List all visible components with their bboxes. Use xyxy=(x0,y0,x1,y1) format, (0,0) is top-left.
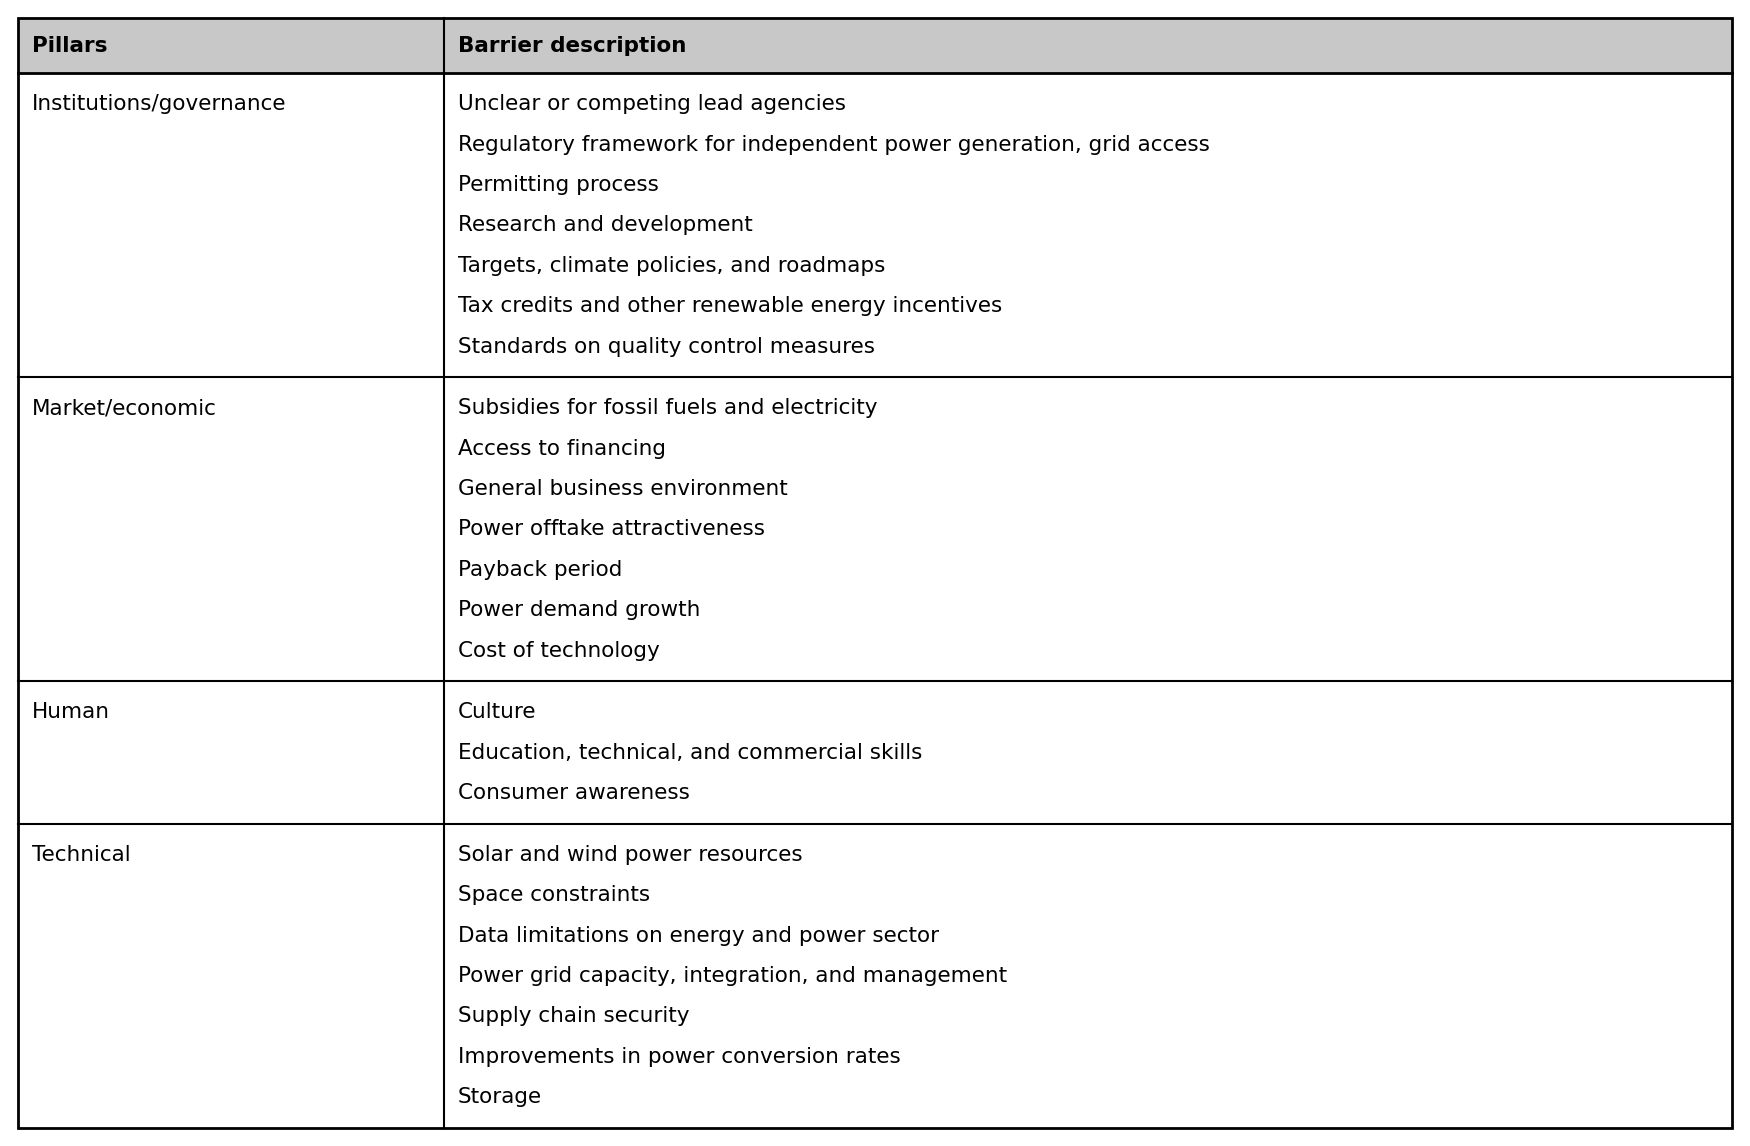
Text: Culture: Culture xyxy=(458,702,537,722)
Text: Education, technical, and commercial skills: Education, technical, and commercial ski… xyxy=(458,743,922,763)
Bar xyxy=(18,682,1732,824)
Bar xyxy=(18,377,1732,682)
Text: Data limitations on energy and power sector: Data limitations on energy and power sec… xyxy=(458,926,940,945)
Text: Regulatory framework for independent power generation, grid access: Regulatory framework for independent pow… xyxy=(458,134,1209,155)
Text: Space constraints: Space constraints xyxy=(458,885,649,905)
Text: Barrier description: Barrier description xyxy=(458,36,686,56)
Text: Power offtake attractiveness: Power offtake attractiveness xyxy=(458,519,765,540)
Text: Pillars: Pillars xyxy=(31,36,107,56)
Bar xyxy=(18,824,1732,1128)
Text: Power grid capacity, integration, and management: Power grid capacity, integration, and ma… xyxy=(458,966,1006,986)
Text: Improvements in power conversion rates: Improvements in power conversion rates xyxy=(458,1046,901,1067)
Text: Access to financing: Access to financing xyxy=(458,439,667,458)
Text: Unclear or competing lead agencies: Unclear or competing lead agencies xyxy=(458,94,845,115)
Text: Market/economic: Market/economic xyxy=(31,398,217,418)
Text: Storage: Storage xyxy=(458,1088,542,1107)
Text: Targets, climate policies, and roadmaps: Targets, climate policies, and roadmaps xyxy=(458,256,886,276)
Text: Consumer awareness: Consumer awareness xyxy=(458,783,690,803)
Text: Subsidies for fossil fuels and electricity: Subsidies for fossil fuels and electrici… xyxy=(458,398,877,418)
Text: Supply chain security: Supply chain security xyxy=(458,1006,690,1027)
Text: Human: Human xyxy=(31,702,110,722)
Text: Permitting process: Permitting process xyxy=(458,175,658,195)
Text: Technical: Technical xyxy=(31,845,131,865)
Text: Solar and wind power resources: Solar and wind power resources xyxy=(458,845,803,865)
Text: Power demand growth: Power demand growth xyxy=(458,601,700,620)
Text: Tax credits and other renewable energy incentives: Tax credits and other renewable energy i… xyxy=(458,296,1003,316)
Text: Cost of technology: Cost of technology xyxy=(458,641,660,660)
Text: Research and development: Research and development xyxy=(458,215,752,235)
Text: Institutions/governance: Institutions/governance xyxy=(31,94,287,115)
Bar xyxy=(18,73,1732,377)
Bar xyxy=(18,18,1732,73)
Text: Payback period: Payback period xyxy=(458,559,623,580)
Text: General business environment: General business environment xyxy=(458,479,788,499)
Text: Standards on quality control measures: Standards on quality control measures xyxy=(458,337,875,356)
